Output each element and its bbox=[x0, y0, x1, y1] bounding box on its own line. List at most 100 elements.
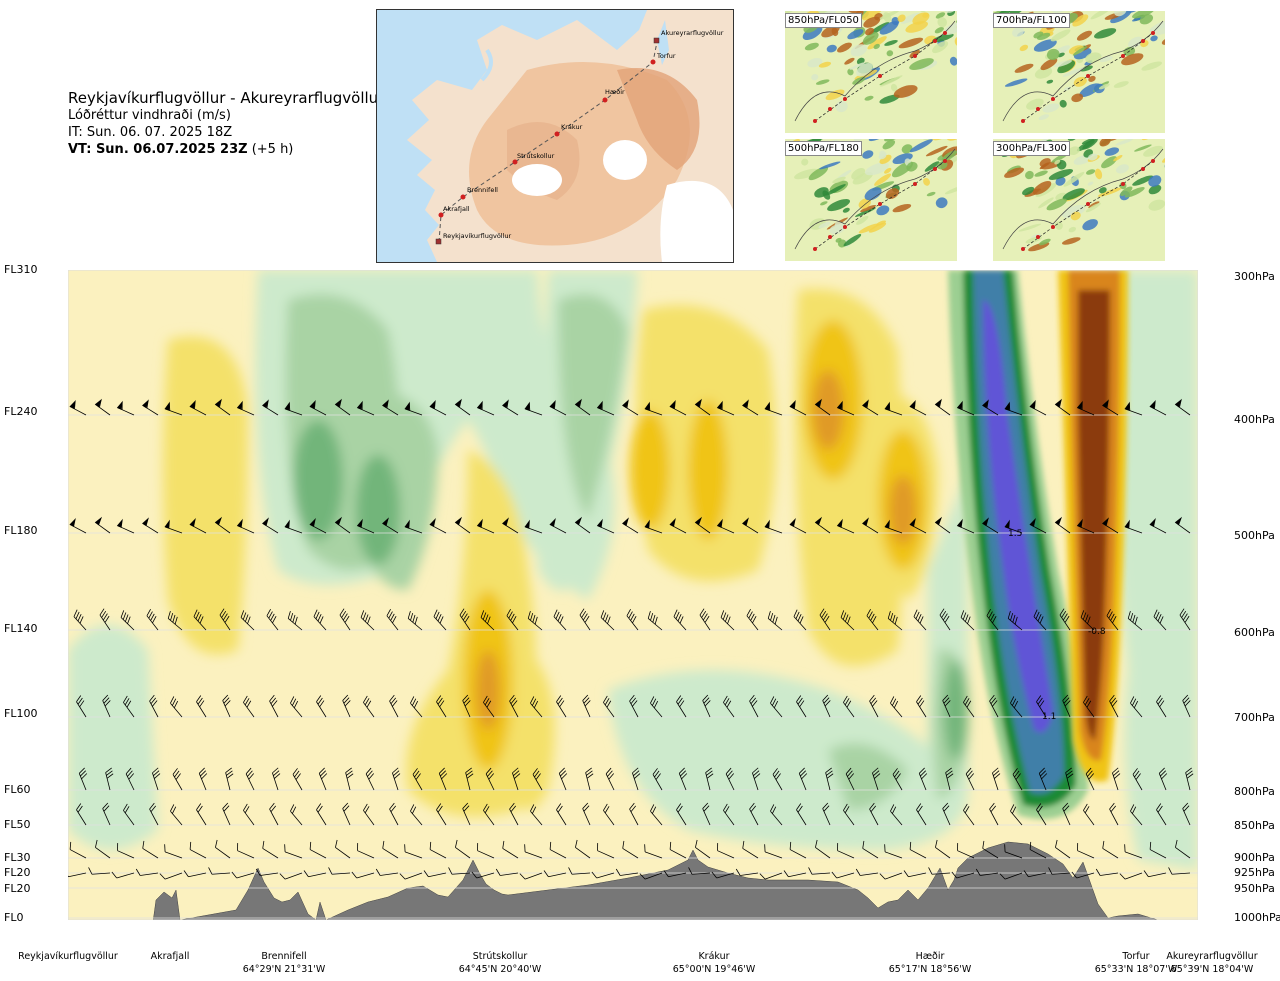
wind-barb bbox=[116, 518, 135, 534]
level-panel-850[interactable]: 850hPa/FL050 bbox=[785, 11, 957, 133]
wind-barb bbox=[723, 695, 735, 718]
wind-barb bbox=[951, 871, 975, 879]
wind-barb bbox=[887, 611, 903, 631]
map-station-label: Reykjavíkurflugvöllur bbox=[443, 232, 512, 240]
wind-barb bbox=[149, 802, 159, 826]
wind-barb bbox=[420, 253, 442, 270]
wind-barb bbox=[695, 839, 711, 859]
wind-barb bbox=[644, 844, 663, 859]
wind-barb bbox=[793, 609, 807, 631]
wind-barb bbox=[819, 608, 831, 631]
wind-barb bbox=[164, 519, 183, 534]
wind-barb bbox=[189, 518, 207, 534]
wind-barb bbox=[596, 400, 615, 416]
wind-barb bbox=[183, 870, 207, 878]
wind-barb bbox=[669, 841, 687, 859]
wind-barb bbox=[255, 868, 279, 876]
wind-barb bbox=[382, 517, 399, 534]
wind-barb bbox=[149, 694, 159, 718]
level-panel-map bbox=[785, 139, 957, 261]
wind-barb bbox=[502, 517, 519, 534]
wind-barb bbox=[1130, 696, 1143, 718]
route-point-name: Hæðir bbox=[915, 951, 945, 962]
cross-section-plot: 1.5 -0.8 1.1 bbox=[39, 269, 1199, 921]
wind-barb bbox=[1077, 843, 1095, 859]
wind-barb bbox=[303, 870, 327, 878]
wind-barb bbox=[1116, 253, 1138, 270]
wind-barb bbox=[240, 610, 255, 631]
wind-barb bbox=[243, 695, 255, 718]
wind-barb bbox=[245, 767, 255, 791]
wind-barb bbox=[862, 517, 879, 534]
wind-barb bbox=[626, 608, 639, 631]
wind-barb bbox=[1124, 519, 1143, 534]
flight-level-label: FL50 bbox=[4, 818, 31, 831]
wind-barb bbox=[309, 841, 327, 859]
wind-barb bbox=[963, 803, 975, 826]
wind-barb bbox=[963, 695, 975, 718]
wind-barb bbox=[836, 518, 855, 534]
wind-barb bbox=[558, 767, 568, 791]
wind-barb bbox=[663, 870, 687, 878]
wind-barb bbox=[444, 253, 466, 270]
wind-barb bbox=[228, 253, 250, 270]
wind-barb bbox=[1175, 839, 1191, 859]
wind-barb bbox=[335, 839, 351, 859]
route-map: Akureyrarflugvöllur Torfur Hæðir Krákur … bbox=[376, 9, 734, 263]
wind-barb bbox=[269, 694, 279, 718]
wind-barb bbox=[903, 870, 927, 878]
wind-barb bbox=[392, 767, 401, 791]
wind-barb bbox=[509, 694, 519, 718]
wind-barb bbox=[438, 767, 448, 791]
wind-barb bbox=[909, 400, 927, 416]
wind-barb bbox=[532, 768, 543, 791]
route-point-coord: 65°17'N 18°56'W bbox=[888, 964, 972, 975]
wind-barb bbox=[783, 870, 807, 878]
wind-barb bbox=[339, 608, 351, 631]
wind-barb bbox=[334, 516, 351, 534]
wind-barb bbox=[597, 843, 615, 859]
wind-barb bbox=[512, 767, 521, 791]
wind-barb bbox=[108, 253, 130, 270]
wind-barb bbox=[678, 767, 688, 791]
wind-barb bbox=[351, 871, 375, 879]
wind-barb bbox=[924, 253, 946, 270]
wind-barb bbox=[900, 253, 922, 270]
wind-barb bbox=[73, 609, 87, 631]
route-point-name: Brennifell bbox=[261, 951, 307, 962]
wind-barb bbox=[429, 400, 447, 416]
wind-barb bbox=[717, 843, 735, 859]
wind-barb bbox=[356, 400, 375, 416]
wind-barb bbox=[756, 253, 778, 270]
wind-barb bbox=[266, 608, 279, 631]
wind-barb bbox=[749, 694, 759, 718]
wind-barb bbox=[142, 399, 159, 416]
wind-barb bbox=[596, 518, 615, 534]
wind-barb bbox=[688, 867, 711, 875]
level-panel-label: 700hPa/FL100 bbox=[993, 13, 1070, 28]
wind-barb bbox=[636, 253, 658, 270]
wind-barb bbox=[982, 517, 999, 534]
wind-barb bbox=[650, 804, 663, 826]
wind-barb bbox=[996, 253, 1018, 270]
level-panel-700[interactable]: 700hPa/FL100 bbox=[993, 11, 1165, 133]
wind-barb bbox=[650, 696, 663, 718]
map-station-label: Hæðir bbox=[605, 88, 625, 96]
wind-barb bbox=[942, 694, 951, 718]
wind-barb bbox=[808, 867, 831, 875]
level-panel-300[interactable]: 300hPa/FL300 bbox=[993, 139, 1165, 261]
wind-barb bbox=[942, 802, 951, 826]
valid-time: VT: Sun. 06.07.2025 23Z bbox=[68, 142, 248, 157]
wind-barb bbox=[116, 400, 135, 416]
wind-barb bbox=[399, 872, 423, 880]
wind-barb bbox=[214, 516, 231, 534]
wind-barb bbox=[956, 518, 975, 534]
wind-barb bbox=[660, 253, 682, 270]
level-panel-500[interactable]: 500hPa/FL180 bbox=[785, 139, 957, 261]
wind-barb bbox=[324, 253, 346, 270]
wind-barb bbox=[939, 608, 951, 631]
wind-barb bbox=[772, 768, 783, 791]
wind-barb bbox=[814, 516, 831, 534]
wind-barb bbox=[780, 253, 802, 270]
pressure-level-label: 400hPa bbox=[1234, 413, 1275, 426]
